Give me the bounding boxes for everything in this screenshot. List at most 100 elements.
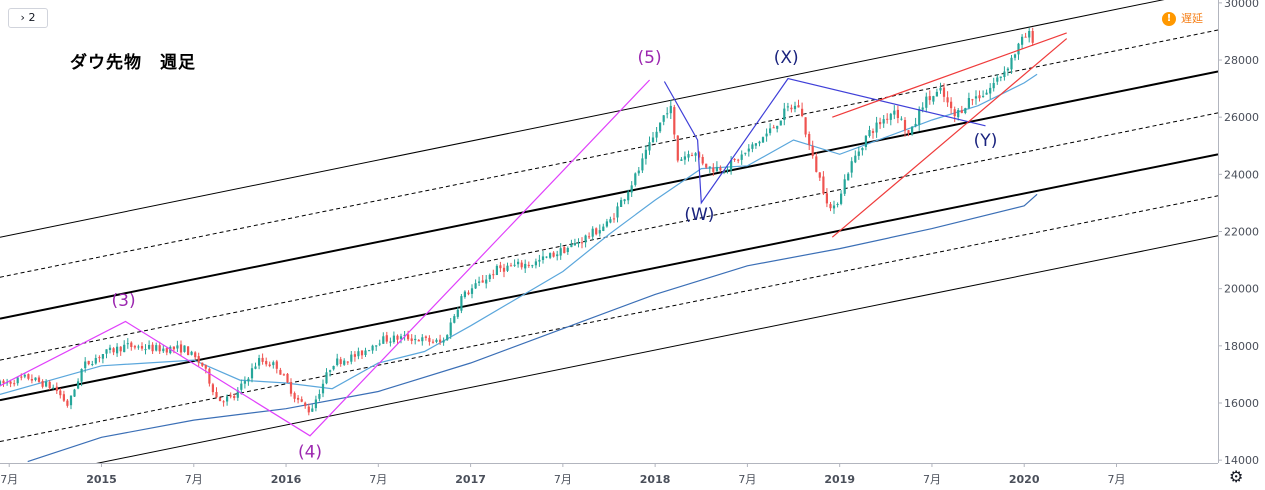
candle-body-206	[730, 160, 733, 171]
candle-body-187	[662, 115, 665, 122]
candle-body-51	[179, 344, 183, 353]
candle-body-68	[240, 383, 243, 390]
candle-body-32	[112, 348, 115, 353]
candle-body-255	[903, 120, 907, 131]
candle-body-248	[879, 122, 882, 125]
candle-body-34	[119, 346, 122, 352]
candle-body-276	[978, 95, 981, 99]
candle-body-45	[158, 345, 161, 352]
candle-body-220	[779, 120, 782, 126]
candle-body-215	[761, 137, 765, 143]
candle-body-235	[832, 205, 836, 209]
time-tick-label-9: 2019	[824, 473, 855, 486]
candle-body-209	[740, 154, 743, 160]
candle-body-35	[123, 344, 126, 353]
candle-body-55	[194, 352, 197, 358]
candle-body-222	[786, 106, 789, 108]
candle-body-75	[265, 361, 268, 365]
candle-body-156	[552, 252, 555, 257]
candle-body-142	[502, 267, 506, 272]
candle-body-245	[868, 130, 871, 136]
interval-toggle-button[interactable]: › 2	[8, 8, 48, 28]
candle-body-140	[495, 265, 498, 275]
candle-body-137	[485, 279, 488, 284]
candle-body-147	[520, 262, 523, 268]
candle-body-192	[680, 159, 683, 161]
time-tick-label-5: 2017	[455, 473, 486, 486]
candle-body-7	[23, 374, 26, 377]
candle-body-99	[350, 354, 353, 362]
candle-body-250	[886, 118, 889, 120]
candle-body-153	[541, 256, 545, 260]
candle-body-133	[470, 288, 474, 294]
candle-body-182	[644, 149, 647, 159]
price-tick-label-3: 20000	[1224, 283, 1259, 296]
candle-body-78	[275, 361, 278, 369]
candle-body-170	[602, 226, 605, 231]
candle-body-151	[534, 261, 537, 266]
candle-body-92	[325, 372, 328, 384]
candle-body-173	[612, 218, 616, 220]
candle-body-50	[176, 345, 179, 349]
time-tick-label-8: 7月	[738, 473, 756, 486]
delay-indicator[interactable]: ! 遅延	[1162, 10, 1203, 26]
candle-body-247	[875, 122, 878, 133]
chart-title: ダウ先物 週足	[70, 53, 196, 73]
candle-body-48	[169, 346, 172, 354]
candle-body-183	[648, 142, 651, 151]
candle-body-238	[843, 179, 846, 194]
candle-body-285	[1010, 57, 1013, 70]
wave-label-2: (5)	[638, 48, 662, 68]
candle-body-288	[1021, 36, 1024, 45]
candle-body-59	[208, 368, 211, 384]
candle-body-41	[144, 349, 147, 351]
candle-body-10	[34, 377, 37, 381]
candle-body-130	[460, 296, 463, 311]
candle-body-121	[428, 337, 431, 342]
candle-body-249	[882, 119, 885, 124]
candle-body-114	[403, 334, 406, 336]
candle-body-257	[911, 126, 914, 135]
candle-body-267	[946, 97, 949, 103]
price-tick-label-4: 22000	[1224, 226, 1259, 239]
candle-body-210	[744, 152, 747, 154]
candle-body-103	[364, 350, 367, 355]
settings-gear-icon[interactable]: ⚙	[1229, 467, 1244, 486]
candle-body-225	[797, 105, 800, 108]
candle-body-36	[126, 343, 129, 345]
candle-body-253	[896, 109, 899, 118]
candle-body-145	[513, 264, 516, 266]
candle-body-9	[30, 379, 33, 381]
wave-line-1	[663, 77, 986, 205]
wave-label-0: (3)	[112, 291, 136, 311]
candle-body-172	[609, 219, 612, 223]
candle-body-47	[165, 348, 168, 353]
candle-body-240	[850, 161, 853, 173]
candle-body-283	[1003, 71, 1006, 77]
candle-body-20	[69, 395, 73, 406]
time-tick-label-7: 2018	[640, 473, 671, 486]
candle-body-282	[999, 76, 1002, 78]
candle-body-275	[974, 96, 978, 99]
channel-lines	[0, 0, 1218, 463]
candle-body-163	[577, 242, 580, 244]
candle-body-239	[847, 173, 850, 181]
candle-body-90	[318, 394, 321, 399]
candle-body-1	[2, 380, 5, 384]
candle-body-122	[431, 341, 435, 343]
candle-body-107	[378, 343, 381, 345]
candle-body-261	[925, 96, 928, 108]
candle-body-93	[329, 370, 332, 372]
candle-body-14	[48, 381, 51, 388]
price-tick-label-2: 18000	[1224, 340, 1259, 353]
candle-body-72	[254, 366, 257, 369]
price-tick-label-7: 28000	[1224, 54, 1259, 67]
candle-body-272	[964, 108, 967, 113]
candle-body-230	[815, 156, 818, 172]
candle-body-77	[272, 362, 275, 366]
candle-body-44	[155, 345, 158, 351]
candle-body-266	[942, 87, 946, 97]
candle-body-31	[108, 347, 112, 350]
